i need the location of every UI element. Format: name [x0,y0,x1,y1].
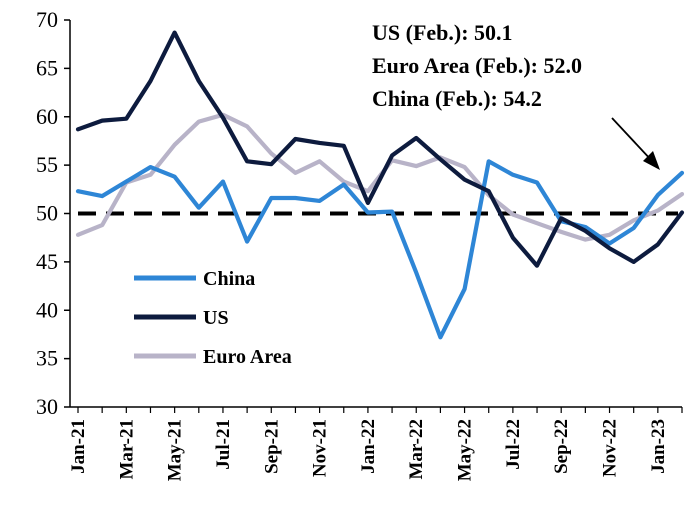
series-lines [75,30,685,340]
x-axis-ticks: Jan-21 Mar-21 May-21 Jul-21 Sep-21 Nov-21 Jan-… [68,407,683,481]
x-tick-label: Nov-21 [310,419,331,477]
x-tick-label: Jul-21 [213,419,234,470]
x-tick-label: Mar-22 [406,419,427,480]
annotation-arrow-shaft [611,117,654,163]
x-tick-label: May-21 [165,419,186,481]
x-tick-label: Sep-21 [261,419,282,474]
y-tick-label: 40 [36,297,58,322]
y-tick-label: 60 [36,104,58,129]
y-tick-label: 30 [36,394,58,419]
x-tick-label: Jan-21 [68,419,89,474]
y-tick-label: 45 [36,249,58,274]
x-tick-label: Jul-22 [503,419,524,470]
x-tick-label: Sep-22 [551,419,572,474]
annotations: US (Feb.): 50.1 Euro Area (Feb.): 52.0 C… [372,20,660,170]
annotation-arrow-head [643,151,660,170]
annotation-euro-area: Euro Area (Feb.): 52.0 [372,53,582,78]
x-tick-label: Jan-22 [358,419,379,474]
x-tick-label: Nov-22 [600,419,621,477]
x-tick-label: Jan-23 [648,419,669,474]
y-tick-label: 65 [36,55,58,80]
legend-label-euro-area: Euro Area [203,346,292,368]
legend: China US Euro Area [134,268,292,368]
y-tick-label: 50 [36,201,58,226]
x-tick-label: Mar-21 [116,419,137,480]
x-tick-label: May-22 [455,419,476,481]
legend-label-us: US [203,307,229,329]
legend-label-china: China [203,268,255,290]
y-tick-label: 70 [36,7,58,32]
y-axis-ticks: 30 35 40 45 50 55 60 65 70 [36,7,70,419]
annotation-china: China (Feb.): 54.2 [372,86,542,111]
y-tick-label: 55 [36,152,58,177]
annotation-us: US (Feb.): 50.1 [372,20,513,45]
series-line-china [75,159,685,340]
y-tick-label: 35 [36,346,58,371]
series-line-us [75,30,685,268]
